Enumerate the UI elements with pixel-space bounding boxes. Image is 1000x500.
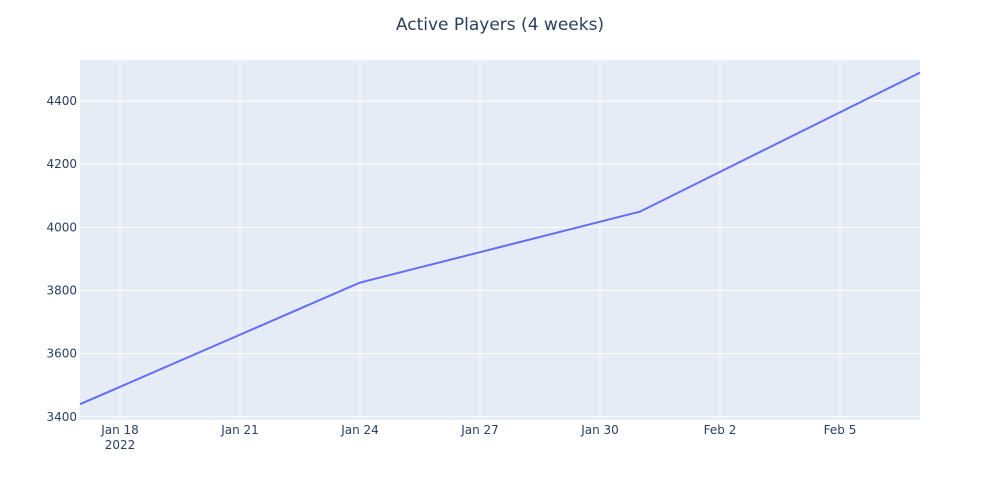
plot-area bbox=[80, 60, 920, 420]
x-tick-label: Feb 5 bbox=[824, 423, 857, 437]
x-tick-label: Jan 27 bbox=[460, 423, 499, 437]
x-tick-label: Jan 18 bbox=[100, 423, 139, 437]
x-tick-label: Jan 21 bbox=[220, 423, 259, 437]
x-tick-label: Jan 30 bbox=[580, 423, 619, 437]
series-layer bbox=[79, 71, 921, 406]
x-tick-label: Jan 24 bbox=[340, 423, 379, 437]
y-tick-label: 4000 bbox=[46, 220, 77, 234]
y-tick-label: 3400 bbox=[46, 410, 77, 424]
grid-lines bbox=[80, 60, 920, 420]
y-tick-label: 4400 bbox=[46, 94, 77, 108]
x-tick-year-label: 2022 bbox=[105, 438, 136, 452]
y-tick-label: 3600 bbox=[46, 347, 77, 361]
y-tick-label: 3800 bbox=[46, 284, 77, 298]
x-tick-label: Feb 2 bbox=[704, 423, 737, 437]
series-line bbox=[79, 71, 921, 406]
chart-title: Active Players (4 weeks) bbox=[396, 15, 604, 35]
y-tick-label: 4200 bbox=[46, 157, 77, 171]
